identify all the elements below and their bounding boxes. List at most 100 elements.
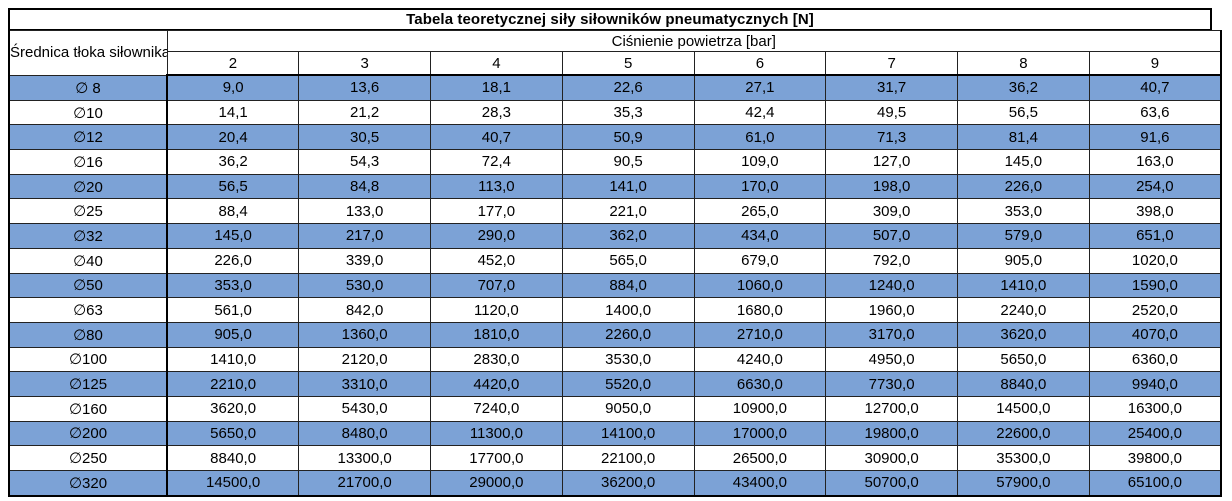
force-value-cell: 884,0 — [561, 272, 695, 299]
force-value-cell: 61,0 — [693, 124, 827, 151]
diameter-cell: ∅250 — [8, 445, 168, 471]
force-value-cell: 30,5 — [298, 124, 431, 151]
force-value-cell: 1400,0 — [561, 297, 695, 323]
table-row: ∅200 5650,0 8480,0 11300,0 14100,0 17000… — [8, 420, 1222, 447]
pressure-column-header: 2 — [166, 51, 300, 76]
force-value-cell: 3620,0 — [957, 321, 1090, 348]
force-value-cell: 1960,0 — [825, 297, 958, 323]
force-value-cell: 177,0 — [430, 198, 563, 225]
table-row: ∅80 905,0 1360,0 1810,0 2260,0 2710,0 31… — [8, 321, 1222, 348]
diameter-cell: ∅100 — [8, 346, 168, 373]
diameter-cell: ∅200 — [8, 420, 168, 447]
force-value-cell: 290,0 — [430, 223, 563, 249]
diameter-cell: ∅25 — [8, 198, 168, 225]
force-value-cell: 9050,0 — [561, 395, 695, 422]
force-value-cell: 6630,0 — [693, 371, 827, 397]
force-value-cell: 8840,0 — [166, 445, 300, 471]
diameter-cell: ∅40 — [8, 247, 168, 274]
force-value-cell: 141,0 — [561, 173, 695, 200]
force-value-cell: 565,0 — [561, 247, 695, 274]
force-value-cell: 21,2 — [298, 99, 431, 126]
pressure-column-header: 5 — [561, 51, 695, 76]
force-value-cell: 30900,0 — [825, 445, 958, 471]
force-value-cell: 651,0 — [1088, 223, 1222, 249]
force-value-cell: 3170,0 — [825, 321, 958, 348]
table-header: Średnica tłoka siłownika Ciśnienie powie… — [8, 30, 1222, 76]
force-value-cell: 17700,0 — [430, 445, 563, 471]
force-value-cell: 905,0 — [957, 247, 1090, 274]
force-value-cell: 5650,0 — [166, 420, 300, 447]
force-value-cell: 113,0 — [430, 173, 563, 200]
force-value-cell: 54,3 — [298, 149, 431, 175]
force-value-cell: 905,0 — [166, 321, 300, 348]
table-row: ∅32 145,0 217,0 290,0 362,0 434,0 507,0 … — [8, 223, 1222, 249]
pressure-column-header: 7 — [825, 51, 958, 76]
force-value-cell: 679,0 — [693, 247, 827, 274]
force-value-cell: 198,0 — [825, 173, 958, 200]
force-value-cell: 127,0 — [825, 149, 958, 175]
force-value-cell: 5650,0 — [957, 346, 1090, 373]
force-value-cell: 12700,0 — [825, 395, 958, 422]
force-value-cell: 17000,0 — [693, 420, 827, 447]
force-value-cell: 40,7 — [430, 124, 563, 151]
force-value-cell: 4420,0 — [430, 371, 563, 397]
force-value-cell: 507,0 — [825, 223, 958, 249]
table-row: ∅250 8840,0 13300,0 17700,0 22100,0 2650… — [8, 445, 1222, 471]
force-value-cell: 4240,0 — [693, 346, 827, 373]
force-value-cell: 50,9 — [561, 124, 695, 151]
force-value-cell: 1590,0 — [1088, 272, 1222, 299]
force-value-cell: 42,4 — [693, 99, 827, 126]
diameter-cell: ∅50 — [8, 272, 168, 299]
force-value-cell: 5520,0 — [561, 371, 695, 397]
force-value-cell: 707,0 — [430, 272, 563, 299]
force-value-cell: 2260,0 — [561, 321, 695, 348]
force-value-cell: 21700,0 — [298, 469, 431, 497]
force-value-cell: 3530,0 — [561, 346, 695, 373]
pressure-column-header: 8 — [957, 51, 1090, 76]
force-value-cell: 842,0 — [298, 297, 431, 323]
force-value-cell: 1810,0 — [430, 321, 563, 348]
force-value-cell: 36,2 — [957, 74, 1090, 101]
force-value-cell: 10900,0 — [693, 395, 827, 422]
force-value-cell: 4950,0 — [825, 346, 958, 373]
force-value-cell: 39800,0 — [1088, 445, 1222, 471]
force-value-cell: 22,6 — [561, 74, 695, 101]
diameter-cell: ∅125 — [8, 371, 168, 397]
force-value-cell: 63,6 — [1088, 99, 1222, 126]
force-value-cell: 1680,0 — [693, 297, 827, 323]
force-value-cell: 145,0 — [957, 149, 1090, 175]
pressure-column-header: 4 — [430, 51, 563, 76]
force-value-cell: 309,0 — [825, 198, 958, 225]
diameter-cell: ∅20 — [8, 173, 168, 200]
force-value-cell: 2520,0 — [1088, 297, 1222, 323]
force-value-cell: 40,7 — [1088, 74, 1222, 101]
force-value-cell: 65100,0 — [1088, 469, 1222, 497]
force-value-cell: 5430,0 — [298, 395, 431, 422]
force-value-cell: 2710,0 — [693, 321, 827, 348]
table-row: ∅12 20,4 30,5 40,7 50,9 61,0 71,3 81,4 9… — [8, 124, 1222, 151]
table-row: ∅20 56,5 84,8 113,0 141,0 170,0 198,0 22… — [8, 173, 1222, 200]
force-value-cell: 163,0 — [1088, 149, 1222, 175]
force-value-cell: 1060,0 — [693, 272, 827, 299]
diameter-cell: ∅160 — [8, 395, 168, 422]
force-value-cell: 561,0 — [166, 297, 300, 323]
force-value-cell: 2830,0 — [430, 346, 563, 373]
pressure-column-header: 3 — [298, 51, 431, 76]
force-value-cell: 14100,0 — [561, 420, 695, 447]
force-value-cell: 27,1 — [693, 74, 827, 101]
force-value-cell: 254,0 — [1088, 173, 1222, 200]
force-value-cell: 339,0 — [298, 247, 431, 274]
force-value-cell: 353,0 — [166, 272, 300, 299]
force-value-cell: 13300,0 — [298, 445, 431, 471]
table-row: ∅16 36,2 54,3 72,4 90,5 109,0 127,0 145,… — [8, 149, 1222, 175]
table-row: ∅25 88,4 133,0 177,0 221,0 265,0 309,0 3… — [8, 198, 1222, 225]
force-value-cell: 50700,0 — [825, 469, 958, 497]
force-value-cell: 16300,0 — [1088, 395, 1222, 422]
force-value-cell: 71,3 — [825, 124, 958, 151]
diameter-cell: ∅320 — [8, 469, 168, 497]
table-row: ∅160 3620,0 5430,0 7240,0 9050,0 10900,0… — [8, 395, 1222, 422]
table-row: ∅125 2210,0 3310,0 4420,0 5520,0 6630,0 … — [8, 371, 1222, 397]
force-value-cell: 579,0 — [957, 223, 1090, 249]
force-value-cell: 14500,0 — [957, 395, 1090, 422]
